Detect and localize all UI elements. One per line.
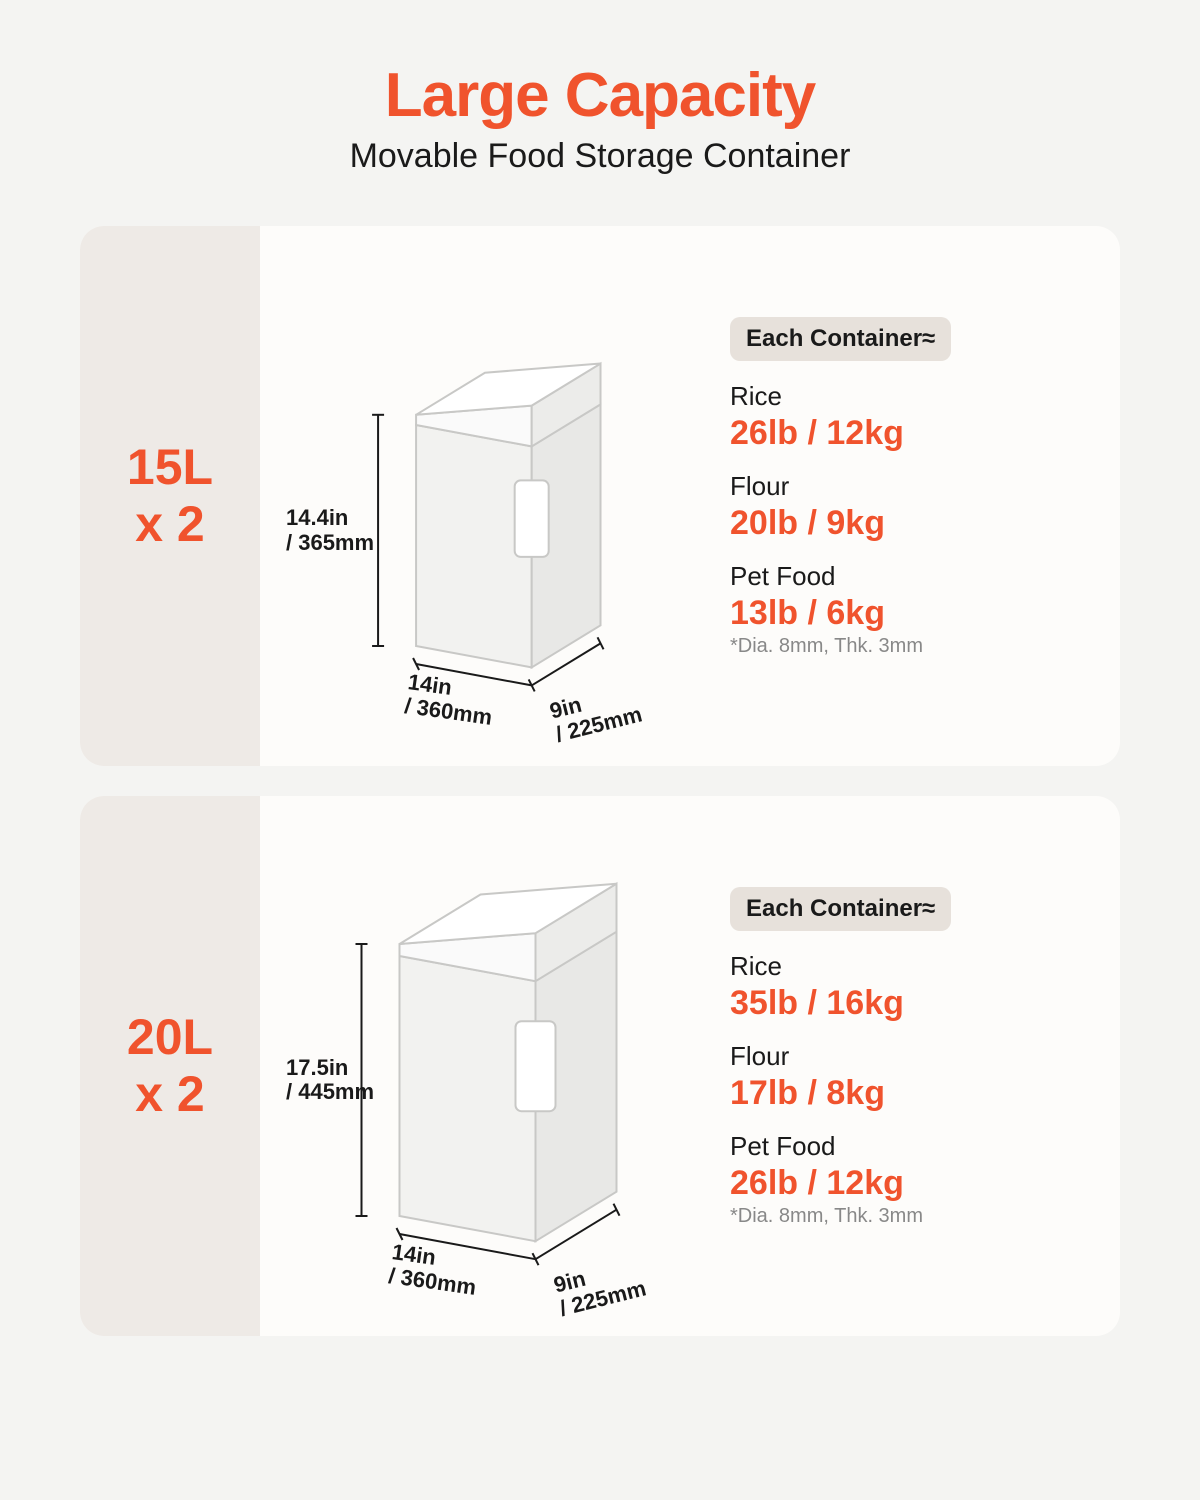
spec-item: Flour 17lb / 8kg: [730, 1041, 1080, 1113]
page-subtitle: Movable Food Storage Container: [80, 137, 1120, 176]
header: Large Capacity Movable Food Storage Cont…: [80, 60, 1120, 176]
spec-value: 13lb / 6kg: [730, 594, 1080, 633]
spec-value: 20lb / 9kg: [730, 504, 1080, 543]
page-title: Large Capacity: [80, 60, 1120, 131]
spec-item: Pet Food 13lb / 6kg *Dia. 8mm, Thk. 3mm: [730, 561, 1080, 658]
card-content: 14.4in/ 365mm 14in/ 360mm 9in/ 225mm Eac…: [260, 226, 1120, 766]
specs-column: Each Container≈ Rice 35lb / 16kg Flour 1…: [720, 887, 1080, 1246]
spec-value: 17lb / 8kg: [730, 1074, 1080, 1113]
container-diagram: 17.5in/ 445mm 14in/ 360mm 9in/ 225mm: [280, 836, 720, 1296]
dim-height: 14.4in/ 365mm: [286, 506, 386, 554]
spec-item: Rice 35lb / 16kg: [730, 951, 1080, 1023]
spec-note: *Dia. 8mm, Thk. 3mm: [730, 1205, 1080, 1228]
spec-value: 26lb / 12kg: [730, 1164, 1080, 1203]
spec-value: 26lb / 12kg: [730, 414, 1080, 453]
spec-label: Rice: [730, 381, 1080, 412]
spec-value: 35lb / 16kg: [730, 984, 1080, 1023]
spec-item: Pet Food 26lb / 12kg *Dia. 8mm, Thk. 3mm: [730, 1131, 1080, 1228]
spec-item: Rice 26lb / 12kg: [730, 381, 1080, 453]
capacity-card: 20L x 2 17.5in/ 445mm 14in/ 360mm 9in/: [80, 796, 1120, 1336]
dim-height: 17.5in/ 445mm: [286, 1056, 386, 1104]
container-diagram: 14.4in/ 365mm 14in/ 360mm 9in/ 225mm: [280, 266, 720, 726]
container-diagram-svg: [280, 266, 720, 726]
size-line2: x 2: [135, 1066, 205, 1124]
size-line1: 15L: [127, 439, 213, 497]
each-container-badge: Each Container≈: [730, 317, 951, 361]
spec-label: Rice: [730, 951, 1080, 982]
size-tab: 20L x 2: [80, 796, 260, 1336]
size-line1: 20L: [127, 1009, 213, 1067]
spec-note: *Dia. 8mm, Thk. 3mm: [730, 635, 1080, 658]
spec-item: Flour 20lb / 9kg: [730, 471, 1080, 543]
spec-label: Pet Food: [730, 1131, 1080, 1162]
specs-column: Each Container≈ Rice 26lb / 12kg Flour 2…: [720, 317, 1080, 676]
capacity-card: 15L x 2 14.4in/ 365mm 14in/ 360mm 9in/: [80, 226, 1120, 766]
each-container-badge: Each Container≈: [730, 887, 951, 931]
spec-label: Pet Food: [730, 561, 1080, 592]
spec-label: Flour: [730, 1041, 1080, 1072]
card-content: 17.5in/ 445mm 14in/ 360mm 9in/ 225mm Eac…: [260, 796, 1120, 1336]
spec-label: Flour: [730, 471, 1080, 502]
size-line2: x 2: [135, 496, 205, 554]
size-tab: 15L x 2: [80, 226, 260, 766]
